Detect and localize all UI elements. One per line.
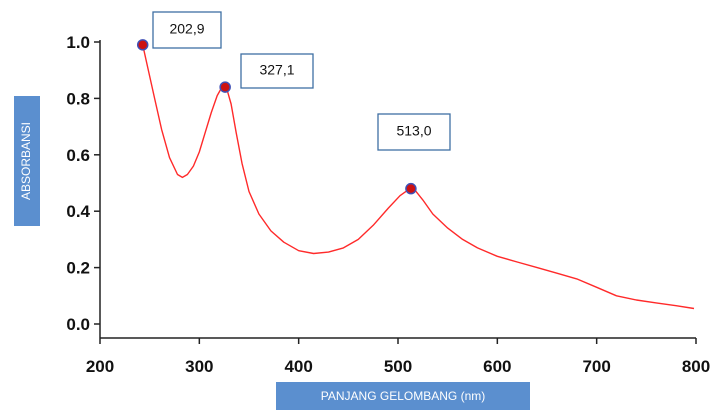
x-tick-label: 400 <box>284 357 312 376</box>
peak-label: 202,9 <box>169 21 204 37</box>
peak-label-box <box>377 113 451 151</box>
x-axis-title: PANJANG GELOMBANG (nm) <box>276 382 530 410</box>
peak-marker <box>136 39 149 51</box>
y-tick-label: 0.0 <box>66 315 90 334</box>
y-tick-label: 1.0 <box>66 33 90 52</box>
x-tick-label: 500 <box>384 357 412 376</box>
y-axis-title: ABSORBANSI <box>14 96 40 226</box>
series <box>142 44 695 310</box>
x-tick-label: 800 <box>682 357 710 376</box>
x-axis-title-text: PANJANG GELOMBANG (nm) <box>321 389 485 403</box>
y-tick-label: 0.4 <box>66 202 90 221</box>
x-axis-title-box <box>276 382 530 410</box>
ticks <box>94 41 697 344</box>
peak-label: 327,1 <box>259 62 294 78</box>
x-tick-label: 600 <box>483 357 511 376</box>
peak-annotations: 202,9 327,1 513,0 <box>152 11 451 151</box>
peak-markers <box>136 39 417 195</box>
peak-marker <box>405 182 417 195</box>
y-axis-title-text: ABSORBANSI <box>19 122 33 200</box>
x-tick-label: 700 <box>582 357 610 376</box>
y-tick-label: 0.8 <box>66 89 90 108</box>
absorbance-line <box>142 44 695 310</box>
peak-label: 513,0 <box>396 123 431 139</box>
x-tick-label: 200 <box>86 357 114 376</box>
axes <box>99 40 696 339</box>
peak-label-box <box>240 53 314 89</box>
y-tick-label: 0.6 <box>66 146 90 165</box>
peak-marker <box>219 81 231 93</box>
x-tick-label: 300 <box>185 357 213 376</box>
peak-label-box <box>152 11 222 49</box>
y-axis-title-box <box>14 96 40 226</box>
y-tick-label: 0.2 <box>66 259 90 278</box>
tick-labels: 200 300 400 500 600 700 800 0.0 0.2 0.4 0.6 0.8 1.0 <box>66 33 710 376</box>
